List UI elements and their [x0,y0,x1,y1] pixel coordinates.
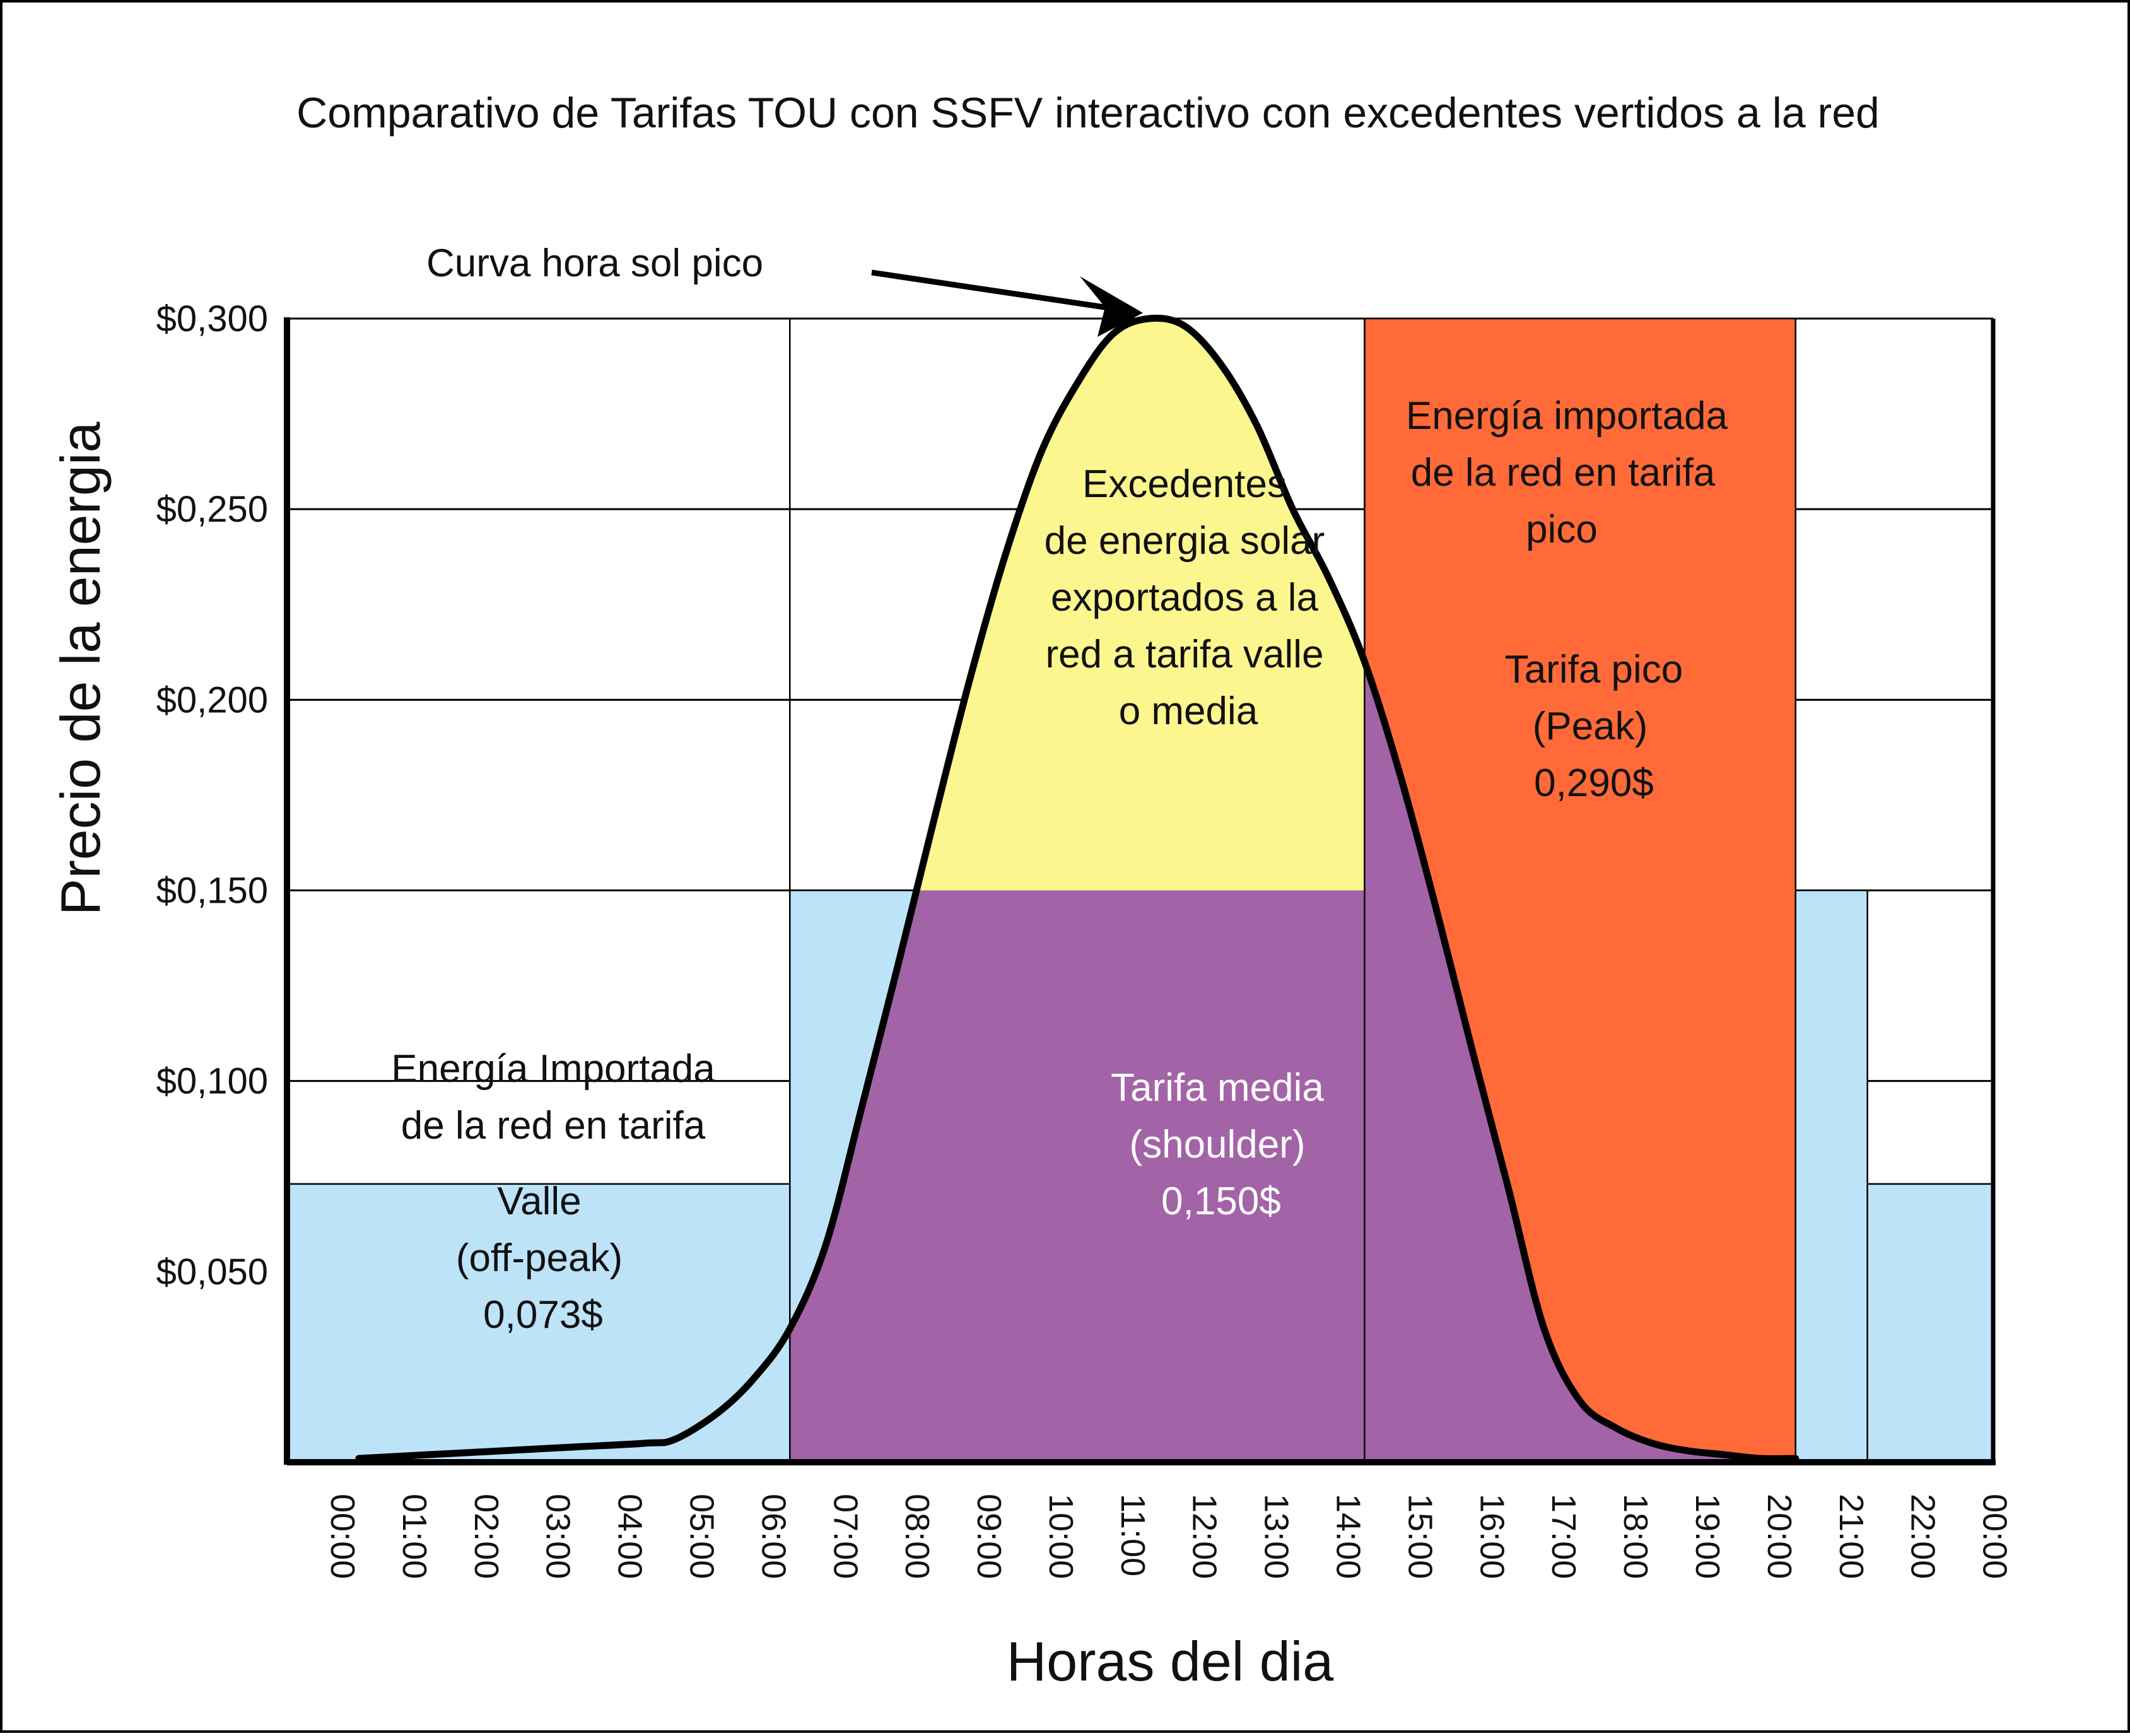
pico-line-2: de la red en tarifa [1411,451,1716,495]
x-tick-label: 19:00 [1688,1494,1726,1579]
pico-line-6: 0,290$ [1534,761,1654,805]
valle-line-1: Energía Importada [391,1047,715,1091]
x-tick-label: 21:00 [1832,1494,1870,1579]
pico-line-1: Energía importada [1406,394,1728,438]
x-tick-label: 05:00 [682,1494,720,1579]
x-tick-label: 22:00 [1904,1494,1942,1579]
x-tick-label: 10:00 [1042,1494,1080,1579]
x-tick-label: 08:00 [898,1494,936,1579]
x-tick-label: 15:00 [1401,1494,1439,1579]
x-tick-label: 09:00 [970,1494,1008,1579]
x-tick-label: 03:00 [539,1494,577,1579]
pico-line-3: pico [1526,508,1598,551]
x-axis-title: Horas del dia [1007,1630,1334,1692]
excedentes-line-5: o media [1119,689,1258,733]
excedentes-line-4: red a tarifa valle [1045,633,1323,676]
y-tick-label: $0,100 [156,1061,268,1102]
media-line-2: (shoulder) [1129,1123,1305,1166]
annotation-media: Tarifa media (shoulder) 0,150$ [1111,1066,1324,1223]
media-line-1: Tarifa media [1111,1066,1324,1110]
valle-line-3: Valle [497,1180,581,1223]
x-tick-label: 11:00 [1114,1494,1152,1576]
excedentes-line-1: Excedentes [1082,462,1287,506]
x-tick-label: 17:00 [1545,1494,1583,1579]
tariff-block [286,1183,791,1463]
excedentes-line-3: exportados a la [1051,576,1318,619]
pico-line-5: (Peak) [1533,705,1648,748]
annotation-excedentes: Excedentes de energia solar exportados a… [1045,462,1325,733]
excedentes-line-2: de energia solar [1045,519,1325,563]
y-tick-label: $0,300 [156,298,268,339]
axes [284,317,1996,1465]
x-tick-label: 01:00 [395,1494,433,1579]
x-tick-label: 16:00 [1473,1494,1511,1579]
pico-line-4: Tarifa pico [1505,648,1683,691]
y-tick-label: $0,200 [156,679,268,720]
arrow-label: Curva hora sol pico [426,242,763,285]
x-tick-label: 18:00 [1617,1494,1654,1579]
arrow-head [1080,276,1143,337]
x-tick-label: 20:00 [1760,1494,1798,1579]
chart-title: Comparativo de Tarifas TOU con SSFV inte… [296,89,1880,137]
x-tick-label: 00:00 [324,1494,361,1579]
y-tick-label: $0,150 [156,871,268,912]
x-tick-label: 00:00 [1976,1494,2014,1579]
solar-curve [355,314,1799,1462]
x-tick-label: 12:00 [1186,1494,1224,1579]
x-tick-label: 04:00 [611,1494,649,1579]
y-tick-label: $0,050 [156,1252,268,1293]
valle-line-2: de la red en tarifa [401,1104,706,1147]
valle-line-4: (off-peak) [456,1236,623,1280]
y-tick-label: $0,250 [156,489,268,530]
x-tick-labels: 00:00 01:00 02:00 03:00 04:00 05:00 06:00 07:00… [324,1494,2014,1579]
peak-arrow: Curva hora sol pico [426,242,1143,337]
arrow-shaft [871,269,1109,311]
x-tick-label: 13:00 [1258,1494,1296,1579]
x-tick-label: 14:00 [1330,1494,1367,1579]
y-axis-title: Precio de la energia [49,422,112,916]
annotation-valle: Energía Importada de la red en tarifa Va… [391,1047,715,1337]
tariff-block [1866,1183,1994,1463]
x-tick-label: 02:00 [467,1494,505,1579]
solar-curve-line [355,314,1799,1462]
tariff-block [1794,889,1868,1463]
media-line-3: 0,150$ [1161,1180,1281,1223]
y-tick-labels: $0,300 $0,250 $0,200 $0,150 $0,100 $0,050 [156,298,268,1293]
annotation-pico: Energía importada de la red en tarifa pi… [1406,394,1728,805]
x-tick-label: 06:00 [754,1494,792,1579]
valle-line-5: 0,073$ [483,1293,603,1337]
x-tick-label: 07:00 [826,1494,864,1579]
